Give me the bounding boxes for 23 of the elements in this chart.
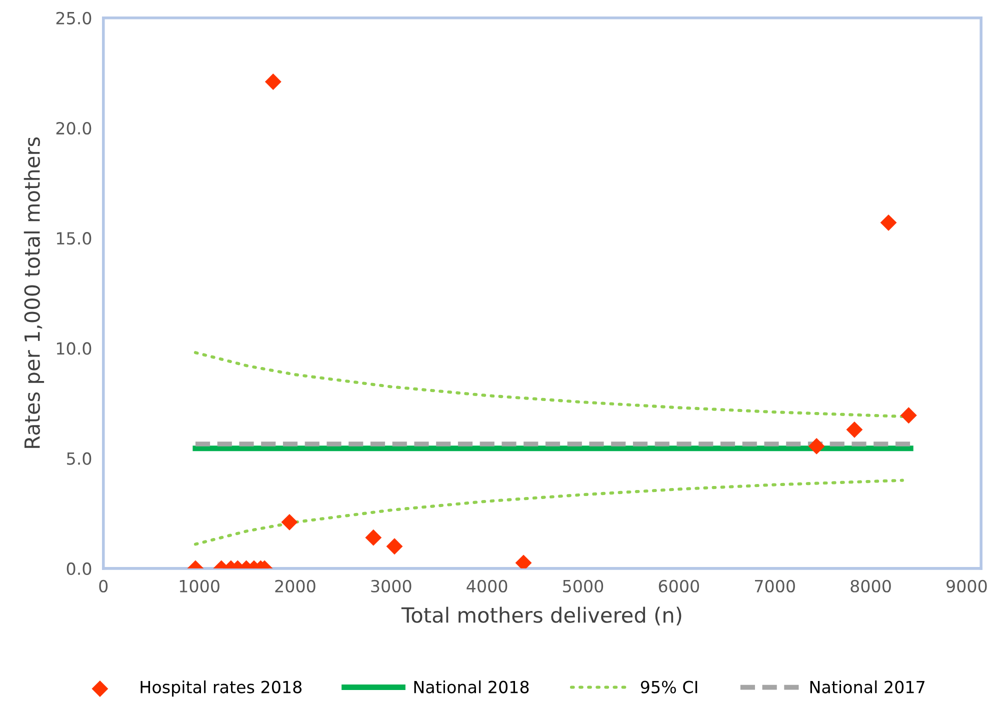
x-tick-label: 4000 (466, 580, 508, 592)
y-tick-label: 0.0 (66, 562, 92, 575)
y-tick-label: 20.0 (56, 122, 92, 135)
y-tick-label: 5.0 (67, 452, 92, 465)
legend-label: National 2018 (414, 680, 529, 694)
y-axis-title: Rates per 1,000 total mothers (24, 137, 44, 448)
legend-label: Hospital rates 2018 (140, 680, 302, 697)
x-tick-label: 0 (99, 580, 108, 592)
x-tick-label: 7000 (755, 580, 795, 592)
line-series (194, 478, 904, 546)
y-tick-label: 25.0 (56, 12, 92, 24)
x-tick-label: 1000 (180, 580, 220, 592)
x-axis-title: Total mothers delivered (n) (401, 606, 682, 626)
x-tick-label: 5000 (563, 580, 604, 592)
legend-label: National 2017 (810, 680, 924, 694)
y-tick-label: 15.0 (56, 232, 92, 245)
x-tick-label: 8000 (850, 580, 891, 592)
x-tick-label: 3000 (371, 580, 412, 592)
x-tick-label: 6000 (658, 580, 700, 592)
x-tick-label: 2000 (275, 580, 316, 592)
x-tick-label: 9000 (946, 580, 987, 592)
legend-label: 95% CI (640, 680, 698, 694)
y-tick-label: 10.0 (56, 342, 92, 355)
